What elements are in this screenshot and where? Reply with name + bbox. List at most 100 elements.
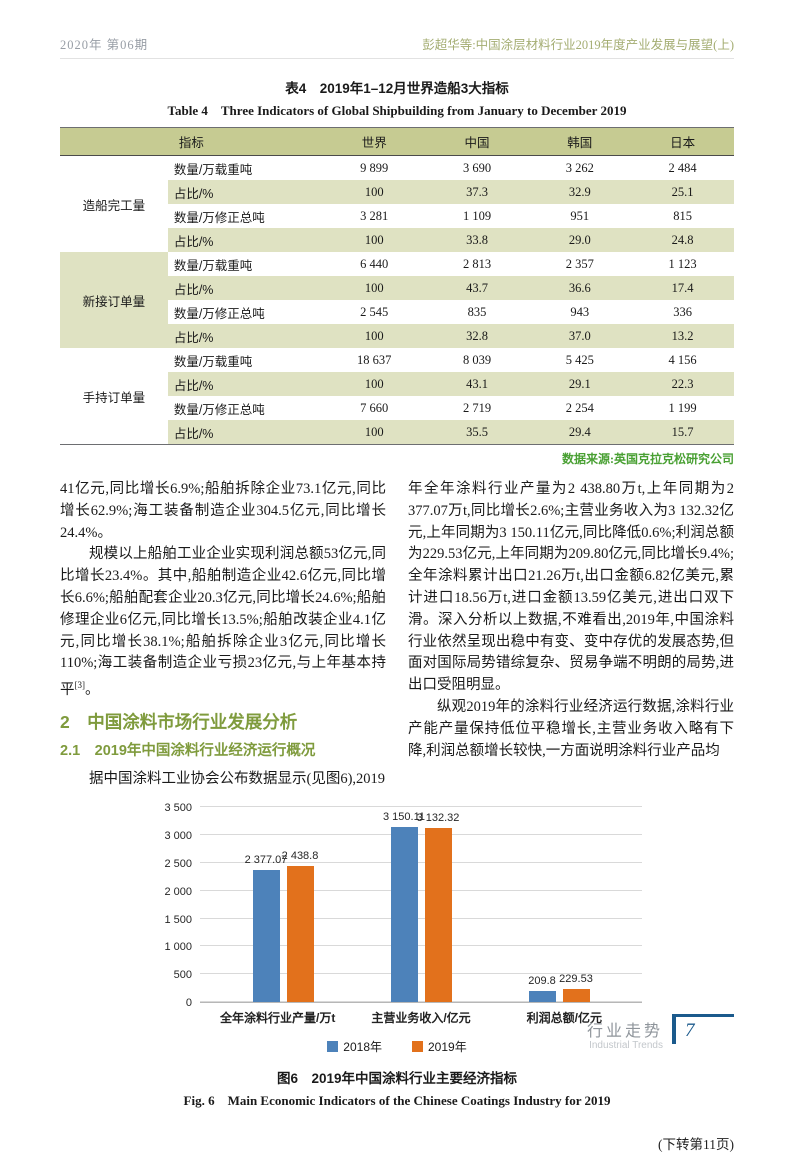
table-row: 占比/% 100 32.8 37.0 13.2 — [60, 324, 734, 348]
table-cell: 29.4 — [528, 420, 632, 445]
figure6-caption-en: Fig. 6 Main Economic Indicators of the C… — [183, 1093, 611, 1109]
metric-label: 数量/万修正总吨 — [173, 306, 265, 321]
table-cell: 22.3 — [631, 372, 734, 396]
table-cell: 100 — [322, 420, 426, 445]
gridline — [200, 917, 642, 919]
gridline — [200, 834, 642, 836]
footer-label-en: Industrial Trends — [589, 1040, 663, 1051]
left-column: 41亿元,同比增长6.9%;船舶拆除企业73.1亿元,同比增长62.9%;海工装… — [60, 479, 386, 791]
issue-label: 2020年 第06期 — [60, 38, 149, 52]
shipbuilding-table-body: 造船完工量 数量/万载重吨 9 899 3 690 3 262 2 484 占比/% 100 3… — [60, 155, 734, 445]
paragraph: 规模以上船舶工业企业实现利润总额53亿元,同比增长23.4%。其中,船舶制造企业… — [60, 544, 386, 701]
gridline — [200, 889, 642, 891]
bar-data-label: 229.53 — [559, 973, 593, 986]
table-cell: 2 719 — [462, 400, 492, 415]
table-cell: 835 — [467, 304, 487, 319]
table-cell: 3 262 — [565, 160, 594, 175]
metric-label: 占比/% — [167, 228, 323, 252]
bar-series-1-cat-2: 229.53 — [559, 973, 593, 1003]
table-cell: 100 — [322, 372, 426, 396]
table-cell: 2 357 — [565, 256, 594, 271]
table-cell: 29.0 — [528, 228, 632, 252]
section-heading: 2 中国涂料市场行业发展分析 — [60, 711, 298, 732]
table-row: 数量/万修正总吨 7 660 2 719 2 254 1 199 — [60, 396, 734, 420]
table4-caption-en: Table 4 Three Indicators of Global Shipb… — [167, 103, 627, 118]
table-row: 占比/% 100 33.8 29.0 24.8 — [60, 228, 734, 252]
table-cell: 100 — [322, 324, 426, 348]
bar-series-0-cat-1: 3 150.11 — [383, 811, 425, 1003]
metric-label: 数量/万修正总吨 — [173, 402, 265, 417]
paragraph: 据中国涂料工业协会公布数据显示(见图6),2019 — [89, 771, 386, 788]
table-cell: 6 440 — [360, 256, 389, 271]
shipbuilding-table: 指标 世界 中国 韩国 日本 造船完工量 数量/万载重吨 9 899 3 690 3 2… — [60, 127, 734, 445]
page-number-box: 7 — [672, 1014, 734, 1044]
figure6-caption-zh: 图6 2019年中国涂料行业主要经济指标 — [276, 1071, 518, 1087]
metric-label: 占比/% — [167, 276, 323, 300]
table-row: 新接订单量 数量/万载重吨 6 440 2 813 2 357 1 123 — [60, 252, 734, 348]
table-cell: 15.7 — [631, 420, 734, 445]
table-cell: 943 — [570, 304, 590, 319]
y-axis-tick-label: 1 500 — [164, 913, 192, 926]
article-body: 41亿元,同比增长6.9%;船舶拆除企业73.1亿元,同比增长62.9%;海工装… — [60, 479, 734, 791]
running-head: 2020年 第06期 彭超华等:中国涂层材料行业2019年度产业发展与展望(上) — [60, 34, 734, 59]
bar-group: 209.8 229.53 — [490, 807, 628, 1003]
row-group-label: 新接订单量 — [60, 252, 168, 348]
legend-label: 2018年 — [343, 1040, 382, 1055]
metric-label: 数量/万修正总吨 — [173, 210, 265, 225]
chart-xlabels: 全年涂料行业产量/万t 主营业务收入/亿元 利润总额/亿元 — [200, 1009, 642, 1026]
bar-group: 3 150.11 3 132.32 — [352, 807, 490, 1003]
bar-series-0-cat-0: 2 377.07 — [245, 854, 287, 1003]
table-cell: 18 637 — [357, 352, 392, 367]
table-cell: 24.8 — [631, 228, 734, 252]
right-column: 年全年涂料行业产量为2 438.80万t,上年同期为2 377.07万t,同比增… — [408, 479, 734, 791]
table-cell: 815 — [673, 208, 692, 223]
gridline — [200, 945, 642, 947]
citation-marker: [3] — [74, 680, 86, 691]
metric-label: 占比/% — [167, 372, 323, 396]
paragraph-text: 。 — [85, 682, 100, 698]
y-axis-tick-label: 1 000 — [164, 941, 192, 954]
table-cell: 100 — [322, 180, 426, 204]
metric-label: 数量/万载重吨 — [173, 162, 253, 177]
table-cell: 43.1 — [425, 372, 529, 396]
legend-label: 2019年 — [428, 1040, 467, 1055]
bar-series-0-cat-2: 209.8 — [528, 975, 556, 1003]
table-cell: 7 660 — [360, 400, 389, 415]
chart-legend: 2018年 2019年 — [152, 1038, 642, 1055]
col-header-japan: 日本 — [631, 127, 734, 156]
table-cell: 35.5 — [425, 420, 529, 445]
legend-swatch-icon — [327, 1041, 339, 1053]
table-cell: 32.9 — [528, 180, 632, 204]
paragraph: 年全年涂料行业产量为2 438.80万t,上年同期为2 377.07万t,同比增… — [408, 481, 734, 694]
table-cell: 2 813 — [462, 256, 492, 271]
metric-label: 占比/% — [167, 324, 323, 348]
bar-data-label: 2 438.8 — [281, 850, 319, 863]
table-cell: 8 039 — [462, 352, 492, 367]
col-header-indicator: 指标 — [60, 127, 323, 156]
table-row: 数量/万修正总吨 3 281 1 109 951 815 — [60, 204, 734, 228]
col-header-korea: 韩国 — [528, 127, 632, 156]
table-cell: 2 545 — [360, 304, 389, 319]
table-cell: 17.4 — [631, 276, 734, 300]
figure6-bar-chart: 0 500 1 000 1 500 2 000 2 500 3 000 3 500 2 377.… — [152, 802, 642, 1055]
table-cell: 3 690 — [462, 160, 492, 175]
y-axis-tick-label: 2 500 — [164, 857, 192, 870]
y-axis-tick-label: 0 — [185, 997, 192, 1010]
y-axis-tick-label: 3 000 — [164, 830, 192, 843]
table-cell: 13.2 — [631, 324, 734, 348]
bar-group: 2 377.07 2 438.8 — [214, 807, 352, 1003]
table-cell: 29.1 — [528, 372, 632, 396]
table-header: 指标 世界 中国 韩国 日本 — [60, 127, 734, 156]
row-group-label: 造船完工量 — [60, 155, 168, 252]
row-group-label: 手持订单量 — [60, 348, 168, 445]
table-cell: 37.0 — [528, 324, 632, 348]
table-row: 占比/% 100 43.7 36.6 17.4 — [60, 276, 734, 300]
metric-label: 数量/万载重吨 — [173, 258, 253, 273]
table-row: 手持订单量 数量/万载重吨 18 637 8 039 5 425 4 156 — [60, 348, 734, 445]
table-cell: 100 — [322, 228, 426, 252]
bar-series-1-cat-1: 3 132.32 — [417, 812, 459, 1003]
table-row: 占比/% 100 37.3 32.9 25.1 — [60, 180, 734, 204]
table-cell: 1 123 — [668, 256, 697, 271]
table-cell: 25.1 — [631, 180, 734, 204]
article-running-title: 彭超华等:中国涂层材料行业2019年度产业发展与展望(上) — [422, 38, 734, 52]
